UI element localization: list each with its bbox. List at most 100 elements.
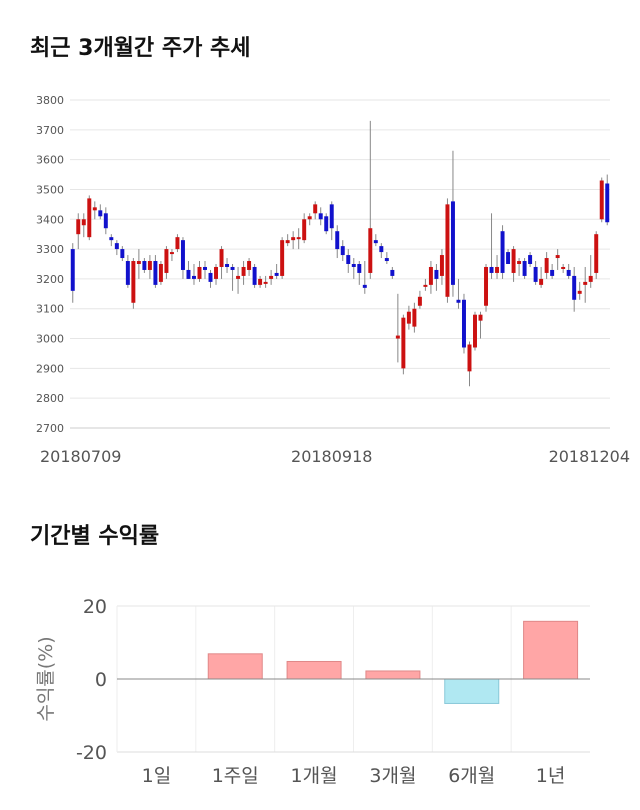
candle-body [594,234,599,273]
candle-body [434,269,439,279]
candle-body [258,278,263,285]
y-tick-label: 3800 [36,94,64,107]
candle-body [572,275,577,300]
candle-body [153,261,158,285]
candle-body [208,272,213,282]
candle-body [329,204,334,229]
candle-body [87,198,92,238]
candle-body [368,228,373,273]
candle-body [461,299,466,348]
candle-body [456,299,461,303]
candle-body [478,314,483,321]
candle-body [103,213,108,229]
candle-body [539,278,544,285]
candle-body [406,311,411,324]
candle-body [219,249,224,267]
candle-chart-title: 최근 3개월간 주가 추세 [30,36,251,61]
candle-body [203,266,207,270]
candle-body [588,275,593,282]
candle-body [583,281,588,285]
candle-body [489,266,494,273]
candle-body [302,219,307,241]
candle-body [533,266,538,282]
y-tick-label: 20 [83,596,107,618]
candle-body [351,264,356,267]
y-tick-label: 3300 [36,243,64,256]
candle-body [395,335,400,339]
candlestick-chart: 2700 2800 2900 3000 3100 3200 3300 3400 3500 3600… [36,94,630,466]
candle-body [428,266,433,285]
candle-body [142,261,147,270]
x-tick-label: 1주일 [212,765,259,787]
y-tick-label: 3200 [36,273,64,286]
candle-body [285,240,290,244]
y-tick-label: -20 [76,742,107,764]
candle-body [296,237,301,240]
candle-body [164,249,169,273]
candle-body [197,266,202,279]
returns-chart-title: 기간별 수익률 [30,524,160,549]
candle-body [500,231,505,273]
candle-body [214,266,219,279]
y-tick-label: 3100 [36,303,64,316]
candle-body [357,264,362,273]
candle-body [92,207,97,211]
candle-body [191,275,196,279]
candle-body [109,237,114,241]
candle-body [340,246,345,256]
candle-body [412,308,417,327]
x-tick-label: 1개월 [291,765,338,787]
candle-body [384,258,389,262]
candle-body [252,266,257,285]
candle-body [263,281,268,284]
candle-body [131,261,136,303]
candle-body [241,266,246,276]
bar [286,660,342,680]
candle-body [175,237,180,250]
candle-body [114,243,119,250]
candle-body [528,255,533,264]
x-tick-label: 20180918 [291,447,372,466]
candle-body [158,264,163,282]
candle-body [269,275,274,279]
candle-body [346,255,351,264]
candle-body [544,258,549,273]
candle-body [180,240,185,270]
x-tick-label: 20180709 [40,447,121,466]
candle-body [577,290,582,294]
candle-body [230,266,235,270]
candle-body [450,201,455,285]
candle-body [473,314,477,348]
candle-body [81,219,86,226]
candle-body [417,296,422,306]
candle-body [98,210,103,217]
candle-body [566,269,571,276]
candle-body [561,266,566,269]
candle-body [495,266,500,273]
candle-body [186,269,191,279]
candle-body [291,237,296,241]
candle-body [517,261,522,264]
candle-body [467,344,472,372]
x-tick-label: 20181204 [549,447,630,466]
candle-body [313,204,318,214]
x-tick-label: 3개월 [369,765,416,787]
y-tick-label: 2900 [36,362,64,375]
candle-body [550,269,555,276]
candle-body [439,255,444,276]
candle-body [373,240,378,244]
candle-body [274,272,279,276]
candle-body [120,249,125,259]
candle-body [511,249,516,273]
y-tick-label: 3600 [36,154,64,167]
candle-body [599,180,604,220]
candle-body [169,252,174,255]
candle-body [335,231,340,250]
y-tick-label: 0 [95,669,107,691]
candle-body [379,246,384,253]
candle-body [362,284,367,288]
y-tick-label: 3500 [36,183,64,196]
candle-body [307,216,312,220]
bar [444,678,500,704]
